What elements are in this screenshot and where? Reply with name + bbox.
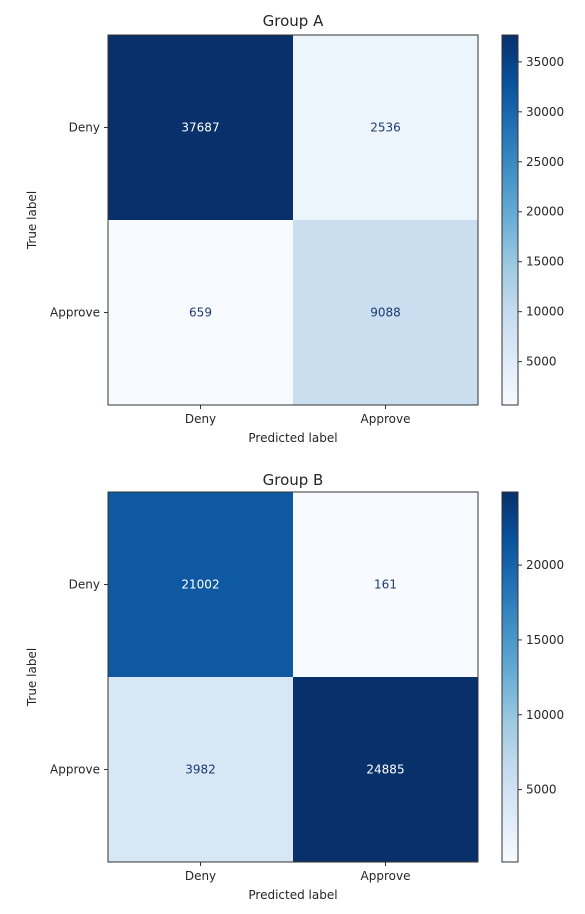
y-axis-label: True label bbox=[25, 648, 39, 707]
y-tick-label: Approve bbox=[50, 763, 100, 777]
cell-value: 161 bbox=[374, 578, 397, 592]
chart-title: Group A bbox=[263, 12, 324, 30]
colorbar-tick-label: 5000 bbox=[526, 355, 557, 369]
y-tick-label: Approve bbox=[50, 306, 100, 320]
cell-value: 659 bbox=[189, 306, 212, 320]
x-axis-label: Predicted label bbox=[248, 431, 337, 445]
heatmap-cell bbox=[293, 677, 478, 862]
cell-value: 9088 bbox=[370, 306, 401, 320]
colorbar-tick-label: 30000 bbox=[526, 105, 564, 119]
cell-value: 37687 bbox=[181, 121, 219, 135]
colorbar-tick-label: 15000 bbox=[526, 633, 564, 647]
plot-frame bbox=[107, 34, 479, 406]
colorbar-tick-label: 5000 bbox=[526, 783, 557, 797]
colorbar-tick-label: 35000 bbox=[526, 55, 564, 69]
heatmap-cell bbox=[108, 35, 293, 220]
colorbar-tick-label: 10000 bbox=[526, 708, 564, 722]
y-tick-label: Deny bbox=[69, 578, 100, 592]
colorbar bbox=[501, 491, 519, 863]
colorbar-tick-label: 20000 bbox=[526, 558, 564, 572]
y-axis-label: True label bbox=[25, 191, 39, 250]
colorbar-tick-label: 15000 bbox=[526, 255, 564, 269]
cell-value: 24885 bbox=[366, 763, 404, 777]
colorbar-tick-label: 10000 bbox=[526, 305, 564, 319]
colorbar bbox=[501, 34, 519, 406]
heatmap-cell bbox=[108, 492, 293, 677]
y-tick-label: Deny bbox=[69, 121, 100, 135]
x-tick-label: Deny bbox=[185, 869, 216, 883]
x-axis-label: Predicted label bbox=[248, 888, 337, 902]
colorbar-tick-label: 20000 bbox=[526, 205, 564, 219]
heatmap-cell bbox=[293, 220, 478, 405]
cell-value: 21002 bbox=[181, 578, 219, 592]
x-tick-label: Approve bbox=[361, 869, 411, 883]
cell-value: 2536 bbox=[370, 121, 401, 135]
x-tick-label: Deny bbox=[185, 412, 216, 426]
cell-value: 3982 bbox=[185, 763, 216, 777]
heatmap-cell bbox=[293, 35, 478, 220]
heatmap-cell bbox=[108, 220, 293, 405]
plot-frame bbox=[107, 491, 479, 863]
chart-title: Group B bbox=[263, 471, 324, 489]
heatmap-cell bbox=[108, 677, 293, 862]
heatmap-cell bbox=[293, 492, 478, 677]
x-tick-label: Approve bbox=[361, 412, 411, 426]
colorbar-tick-label: 25000 bbox=[526, 155, 564, 169]
